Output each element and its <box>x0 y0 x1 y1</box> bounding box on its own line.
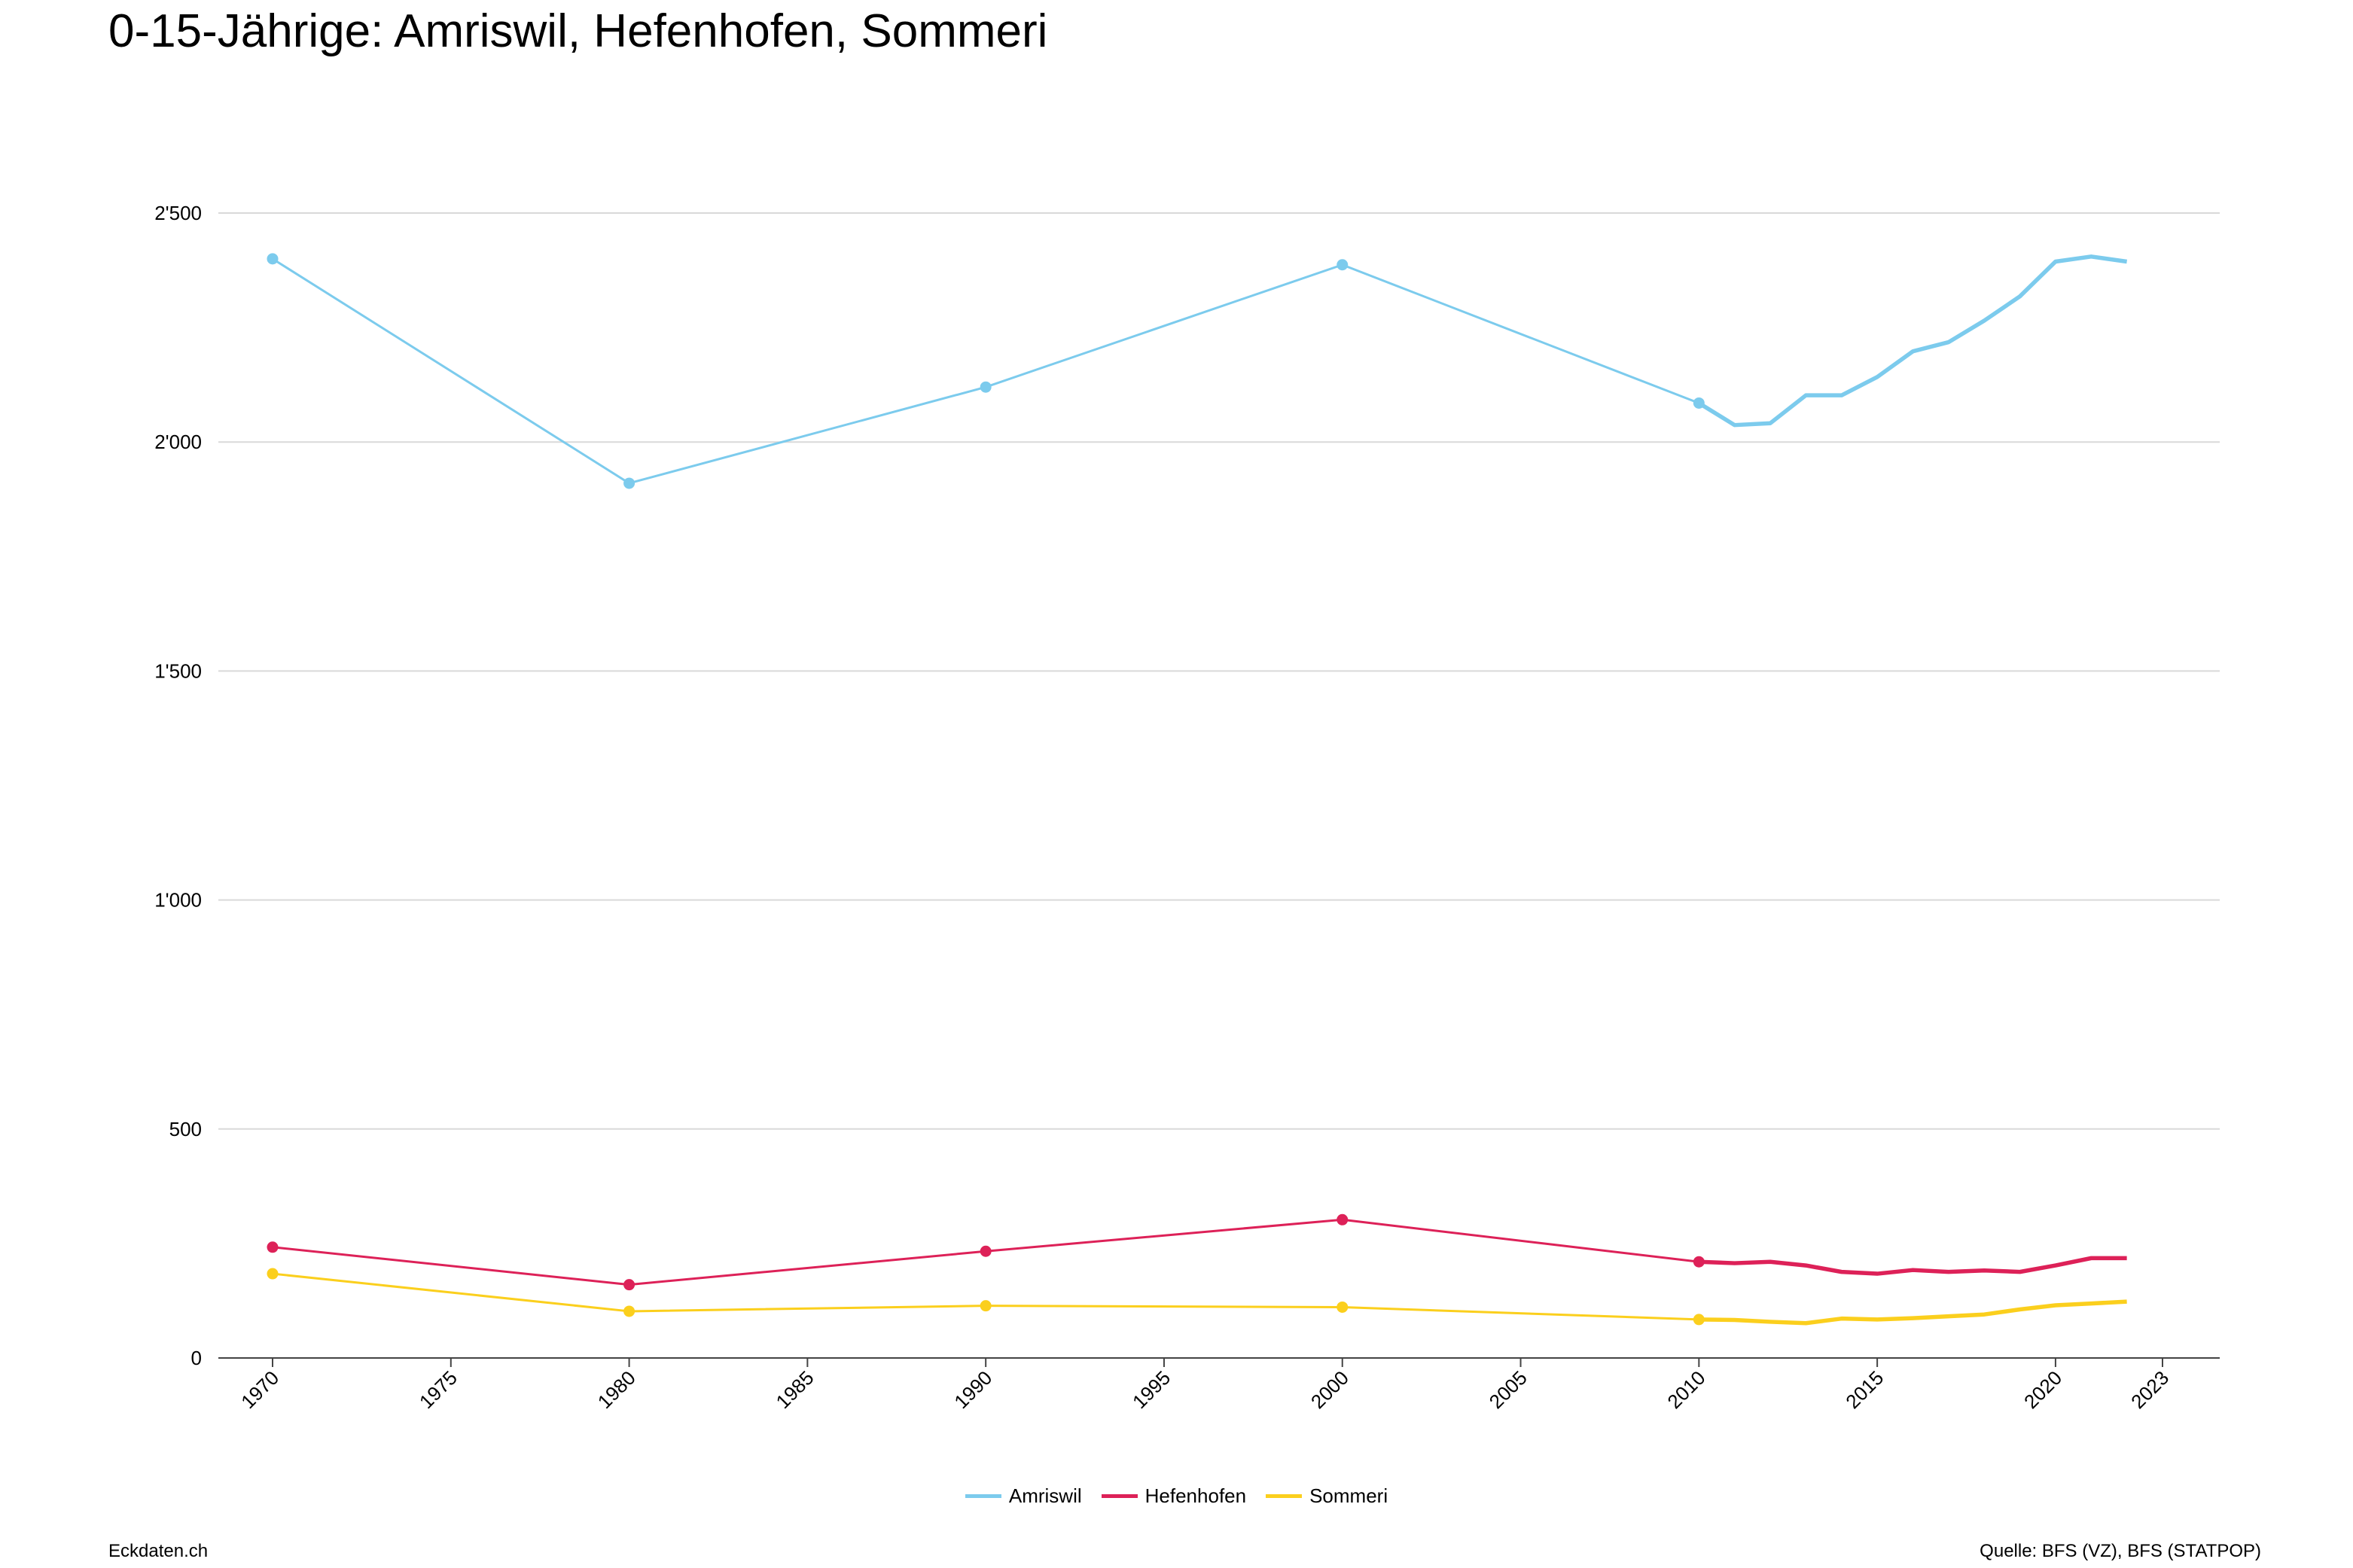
y-tick-label: 1'000 <box>154 889 202 912</box>
x-tick-label: 1985 <box>772 1366 818 1413</box>
x-tick-label: 1990 <box>949 1366 996 1413</box>
x-tick-label: 1970 <box>236 1366 283 1413</box>
x-tick-label: 2010 <box>1663 1366 1709 1413</box>
series-line-sommeri <box>272 1272 1699 1321</box>
data-point-hefenhofen[interactable] <box>1337 1213 1349 1225</box>
legend-item-sommeri[interactable]: Sommeri <box>1266 1484 1388 1508</box>
data-point-sommeri[interactable] <box>980 1300 992 1312</box>
data-point-amriswil[interactable] <box>1337 259 1349 271</box>
y-tick-label: 0 <box>191 1347 202 1369</box>
y-tick-label: 500 <box>169 1118 202 1140</box>
x-tick-label: 1995 <box>1128 1366 1175 1413</box>
data-point-hefenhofen[interactable] <box>267 1241 279 1253</box>
series-hefenhofen <box>267 1213 2127 1291</box>
legend-label: Amriswil <box>1008 1484 1082 1507</box>
data-point-sommeri[interactable] <box>1337 1301 1349 1313</box>
chart-title: 0-15-Jährige: Amriswil, Hefenhofen, Somm… <box>108 5 1048 57</box>
footer-source: Quelle: BFS (VZ), BFS (STATPOP) <box>1980 1541 2261 1561</box>
series-line-hefenhofen <box>1699 1256 2127 1276</box>
footer-site: Eckdaten.ch <box>108 1541 209 1561</box>
series-sommeri <box>267 1268 2127 1326</box>
legend-swatch <box>1266 1494 1303 1498</box>
legend-label: Sommeri <box>1309 1484 1388 1507</box>
data-point-amriswil[interactable] <box>980 381 992 393</box>
data-point-hefenhofen[interactable] <box>623 1279 635 1291</box>
data-point-hefenhofen[interactable] <box>1693 1256 1705 1268</box>
y-tick-label: 2'500 <box>154 202 202 224</box>
legend-item-amriswil[interactable]: Amriswil <box>965 1484 1082 1508</box>
series-line-amriswil <box>272 257 1699 485</box>
y-tick-label: 2'000 <box>154 431 202 453</box>
legend-swatch <box>965 1494 1001 1498</box>
y-axis: 0 500 1'000 1'500 2'000 2'500 <box>154 202 202 1369</box>
data-point-sommeri[interactable] <box>267 1268 279 1280</box>
series-amriswil <box>267 253 2128 489</box>
x-tick-label: 2000 <box>1306 1366 1353 1413</box>
series-line-amriswil <box>1697 254 2128 428</box>
data-point-sommeri[interactable] <box>1693 1314 1705 1326</box>
x-tick-label: 2005 <box>1485 1366 1532 1413</box>
series-line-sommeri <box>1699 1299 2127 1326</box>
x-tick-label: 1975 <box>415 1366 462 1413</box>
data-point-amriswil[interactable] <box>267 253 279 265</box>
x-tick-label: 2020 <box>2019 1366 2066 1413</box>
data-point-sommeri[interactable] <box>623 1305 635 1317</box>
legend: Amriswil Hefenhofen Sommeri <box>0 1484 2353 1508</box>
x-tick-label: 2023 <box>2126 1366 2173 1413</box>
legend-label: Hefenhofen <box>1144 1484 1247 1507</box>
x-tick-label: 1980 <box>593 1366 640 1413</box>
legend-item-hefenhofen[interactable]: Hefenhofen <box>1101 1484 1247 1508</box>
y-tick-label: 1'500 <box>154 659 202 682</box>
data-point-hefenhofen[interactable] <box>980 1245 992 1257</box>
x-tick-label: 2015 <box>1841 1366 1888 1413</box>
legend-swatch <box>1101 1494 1138 1498</box>
data-point-amriswil[interactable] <box>1693 397 1705 409</box>
data-point-amriswil[interactable] <box>623 477 635 489</box>
x-axis: 1970 1975 1980 1985 1990 1995 2000 2005 2010 2015… <box>218 1357 2220 1413</box>
gridlines <box>218 212 2220 1130</box>
series <box>267 253 2128 1326</box>
